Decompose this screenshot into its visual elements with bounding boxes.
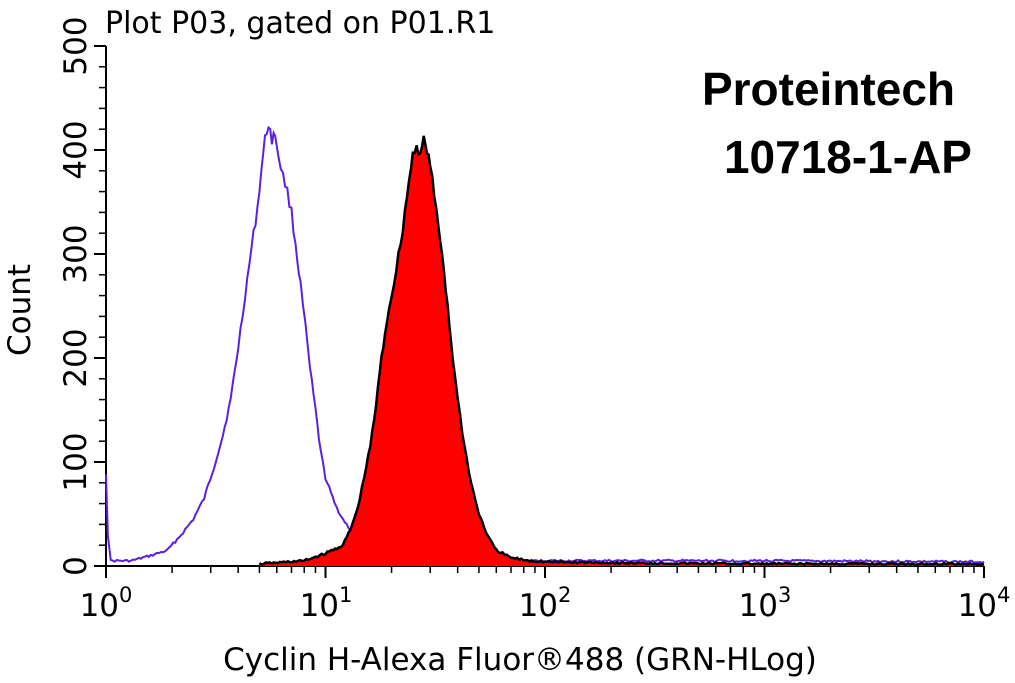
y-tick-label: 200 [58, 328, 94, 387]
x-tick-label: 103 [739, 583, 792, 624]
y-tick-label: 500 [58, 16, 94, 75]
x-tick-marks [105, 566, 985, 578]
histogram-outline-filled [258, 135, 985, 567]
x-tick-labels: 100 101 102 103 104 [80, 583, 1011, 624]
y-tick-label: 400 [58, 120, 94, 179]
y-tick-label: 100 [58, 432, 94, 491]
x-tick-label: 104 [958, 583, 1011, 624]
x-axis-label: Cyclin H-Alexa Fluor®488 (GRN-HLog) [223, 642, 817, 678]
annotation-brand: Proteintech [702, 63, 955, 115]
x-tick-label: 102 [519, 583, 572, 624]
histogram-area-filled [259, 135, 984, 567]
y-tick-label: 0 [58, 556, 94, 576]
y-tick-labels: 0 100 200 300 400 500 [58, 16, 94, 575]
annotation-catalog-number: 10718-1-AP [724, 131, 972, 183]
y-tick-marks [94, 45, 106, 567]
y-tick-label: 300 [58, 224, 94, 283]
x-tick-label: 101 [300, 583, 353, 624]
x-tick-label: 100 [80, 583, 133, 624]
y-axis-label: Count [2, 264, 38, 356]
chart-title: Plot P03, gated on P01.R1 [105, 6, 495, 41]
series-layer [105, 125, 985, 567]
histogram-outline-control [105, 125, 985, 564]
